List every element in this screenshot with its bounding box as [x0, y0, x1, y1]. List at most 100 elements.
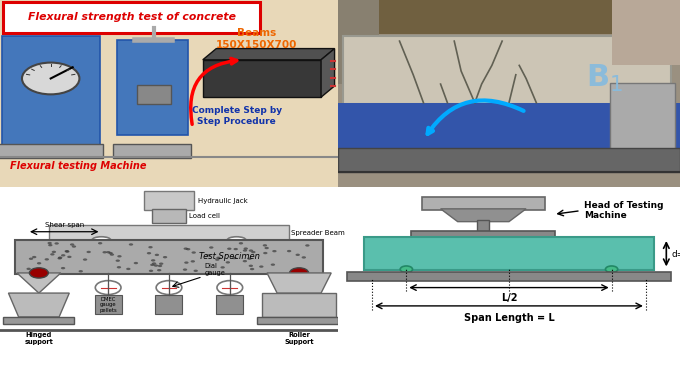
- Text: Load cell: Load cell: [189, 213, 220, 219]
- Polygon shape: [262, 293, 337, 317]
- FancyBboxPatch shape: [95, 295, 122, 314]
- Circle shape: [58, 256, 63, 259]
- FancyBboxPatch shape: [137, 85, 171, 104]
- Circle shape: [109, 253, 114, 256]
- Circle shape: [216, 256, 221, 259]
- FancyBboxPatch shape: [156, 295, 182, 314]
- Circle shape: [52, 251, 56, 253]
- Polygon shape: [203, 60, 321, 97]
- Circle shape: [70, 243, 74, 246]
- Circle shape: [86, 251, 91, 253]
- FancyBboxPatch shape: [49, 225, 289, 241]
- Circle shape: [163, 256, 167, 258]
- Circle shape: [117, 266, 121, 269]
- Circle shape: [190, 260, 195, 263]
- Circle shape: [98, 242, 102, 245]
- Circle shape: [259, 265, 264, 268]
- Circle shape: [79, 270, 83, 272]
- Text: Hydraulic Jack: Hydraulic Jack: [198, 198, 248, 204]
- Circle shape: [32, 256, 37, 258]
- Circle shape: [305, 244, 309, 247]
- FancyBboxPatch shape: [116, 40, 188, 135]
- FancyBboxPatch shape: [15, 240, 323, 274]
- Circle shape: [251, 251, 256, 253]
- Circle shape: [22, 63, 80, 94]
- Polygon shape: [17, 273, 61, 293]
- Circle shape: [157, 269, 161, 271]
- Circle shape: [194, 270, 198, 272]
- FancyBboxPatch shape: [477, 220, 490, 233]
- Text: Test Specimen: Test Specimen: [199, 252, 260, 261]
- Text: Span Length = L: Span Length = L: [464, 313, 554, 323]
- Circle shape: [233, 248, 238, 250]
- Circle shape: [27, 268, 31, 270]
- Circle shape: [72, 245, 76, 248]
- FancyBboxPatch shape: [0, 187, 338, 370]
- Text: L/2: L/2: [500, 293, 517, 303]
- FancyBboxPatch shape: [216, 295, 243, 314]
- FancyBboxPatch shape: [611, 0, 680, 65]
- Circle shape: [134, 262, 138, 264]
- Circle shape: [232, 257, 237, 259]
- Circle shape: [249, 249, 253, 252]
- Circle shape: [156, 280, 182, 295]
- Text: Spreader Beam: Spreader Beam: [290, 230, 344, 236]
- Text: Flexural strength test of concrete: Flexural strength test of concrete: [28, 12, 236, 22]
- FancyBboxPatch shape: [347, 272, 670, 281]
- Circle shape: [57, 257, 62, 259]
- Circle shape: [148, 246, 153, 248]
- Circle shape: [605, 266, 617, 273]
- Text: Hinged
support: Hinged support: [24, 332, 53, 344]
- FancyBboxPatch shape: [422, 197, 545, 210]
- Text: Dial
gauge: Dial gauge: [205, 263, 225, 276]
- Circle shape: [209, 246, 214, 249]
- Circle shape: [29, 258, 33, 260]
- Circle shape: [207, 254, 211, 256]
- Text: d=L/3: d=L/3: [671, 249, 680, 258]
- Circle shape: [147, 252, 151, 255]
- Circle shape: [103, 251, 107, 253]
- Text: Beams
150X150X700: Beams 150X150X700: [216, 28, 298, 50]
- Text: Head of Testing
Machine: Head of Testing Machine: [584, 201, 664, 221]
- FancyBboxPatch shape: [364, 237, 654, 270]
- Circle shape: [192, 251, 196, 254]
- Circle shape: [186, 248, 190, 250]
- Circle shape: [129, 243, 133, 246]
- Text: Flexural testing Machine: Flexural testing Machine: [10, 161, 147, 171]
- FancyBboxPatch shape: [0, 144, 103, 158]
- Circle shape: [239, 242, 243, 245]
- Circle shape: [95, 280, 121, 295]
- Circle shape: [215, 258, 220, 261]
- Circle shape: [149, 270, 153, 272]
- FancyBboxPatch shape: [1, 36, 100, 147]
- Circle shape: [154, 265, 158, 267]
- FancyBboxPatch shape: [343, 36, 671, 104]
- Circle shape: [61, 267, 65, 269]
- Circle shape: [248, 258, 252, 260]
- Circle shape: [37, 262, 41, 265]
- Circle shape: [116, 259, 120, 262]
- Text: Roller
Support: Roller Support: [284, 332, 314, 344]
- Polygon shape: [203, 48, 335, 60]
- Circle shape: [54, 242, 59, 245]
- Circle shape: [65, 250, 69, 252]
- Circle shape: [152, 262, 156, 265]
- Text: Complete Step by
Step Procedure: Complete Step by Step Procedure: [192, 106, 282, 125]
- Circle shape: [61, 254, 65, 256]
- Circle shape: [265, 247, 269, 249]
- FancyBboxPatch shape: [338, 0, 680, 34]
- Ellipse shape: [92, 237, 111, 243]
- Circle shape: [217, 280, 243, 295]
- Polygon shape: [3, 317, 74, 324]
- FancyBboxPatch shape: [338, 103, 680, 149]
- Circle shape: [262, 244, 267, 246]
- FancyBboxPatch shape: [0, 0, 338, 187]
- Circle shape: [45, 258, 49, 260]
- Circle shape: [29, 268, 48, 278]
- FancyBboxPatch shape: [338, 148, 680, 172]
- Circle shape: [243, 260, 247, 262]
- Polygon shape: [8, 293, 69, 317]
- Circle shape: [243, 249, 248, 252]
- Circle shape: [287, 250, 291, 252]
- Polygon shape: [441, 209, 526, 222]
